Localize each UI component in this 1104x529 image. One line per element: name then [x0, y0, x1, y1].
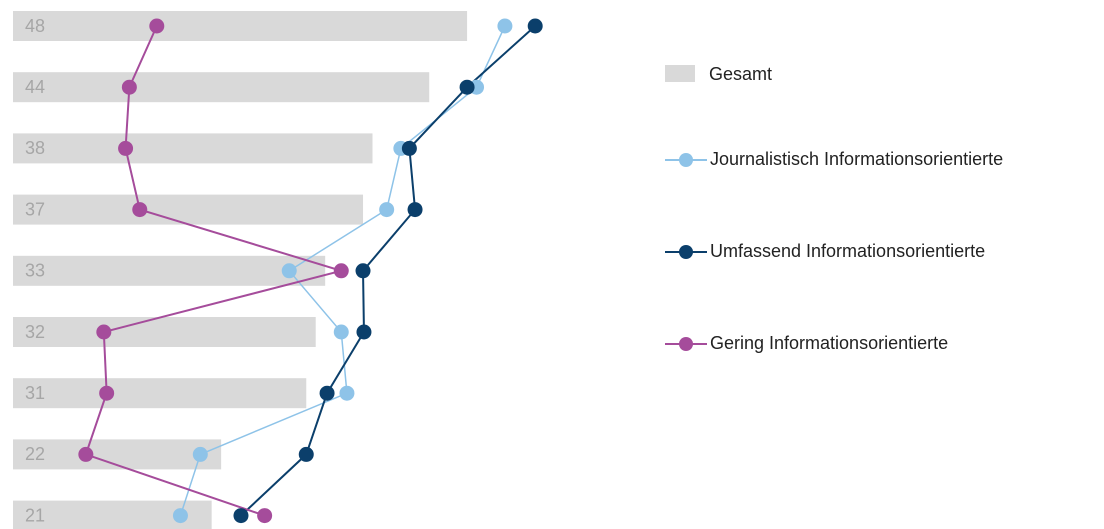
series-point	[339, 385, 355, 401]
bar-value-label: 22	[25, 444, 45, 464]
bar	[13, 133, 373, 164]
series-point	[78, 446, 94, 462]
bar-value-label: 37	[25, 199, 45, 219]
series-point	[355, 263, 371, 279]
bar-value-label: 21	[25, 505, 45, 525]
bar-value-label: 48	[25, 16, 45, 36]
series-point	[233, 508, 249, 524]
legend-label: Umfassend Informationsorientierte	[710, 241, 985, 261]
series-point	[118, 140, 134, 156]
series-point	[192, 446, 208, 462]
series-point	[132, 202, 148, 218]
bar	[13, 255, 326, 286]
legend-marker	[679, 245, 693, 259]
series-point	[527, 18, 543, 34]
series-point	[96, 324, 112, 340]
bar	[13, 378, 307, 409]
series-point	[172, 508, 188, 524]
series-point	[379, 202, 395, 218]
series-point	[333, 324, 349, 340]
series-point	[407, 202, 423, 218]
legend-label: Journalistisch Informationsorientierte	[710, 149, 1003, 169]
series-point	[149, 18, 165, 34]
series-point	[356, 324, 372, 340]
series-point	[497, 18, 513, 34]
bar-value-label: 33	[25, 261, 45, 281]
legend-label: Gesamt	[709, 64, 772, 84]
series-point	[121, 79, 137, 95]
series-point	[257, 508, 273, 524]
series-point	[99, 385, 115, 401]
series-point	[298, 446, 314, 462]
legend-swatch	[665, 65, 695, 82]
bar-value-label: 44	[25, 77, 45, 97]
series-point	[333, 263, 349, 279]
bar-value-label: 32	[25, 322, 45, 342]
legend-label: Gering Informationsorientierte	[710, 333, 948, 353]
bar-value-label: 31	[25, 383, 45, 403]
bar	[13, 72, 430, 103]
series-point	[281, 263, 297, 279]
series-point	[459, 79, 475, 95]
legend-marker	[679, 337, 693, 351]
bar	[13, 194, 364, 225]
bar	[13, 11, 468, 41]
bar	[13, 317, 316, 347]
legend-marker	[679, 153, 693, 167]
series-point	[401, 140, 417, 156]
bar-value-label: 38	[25, 138, 45, 158]
series-point	[319, 385, 335, 401]
